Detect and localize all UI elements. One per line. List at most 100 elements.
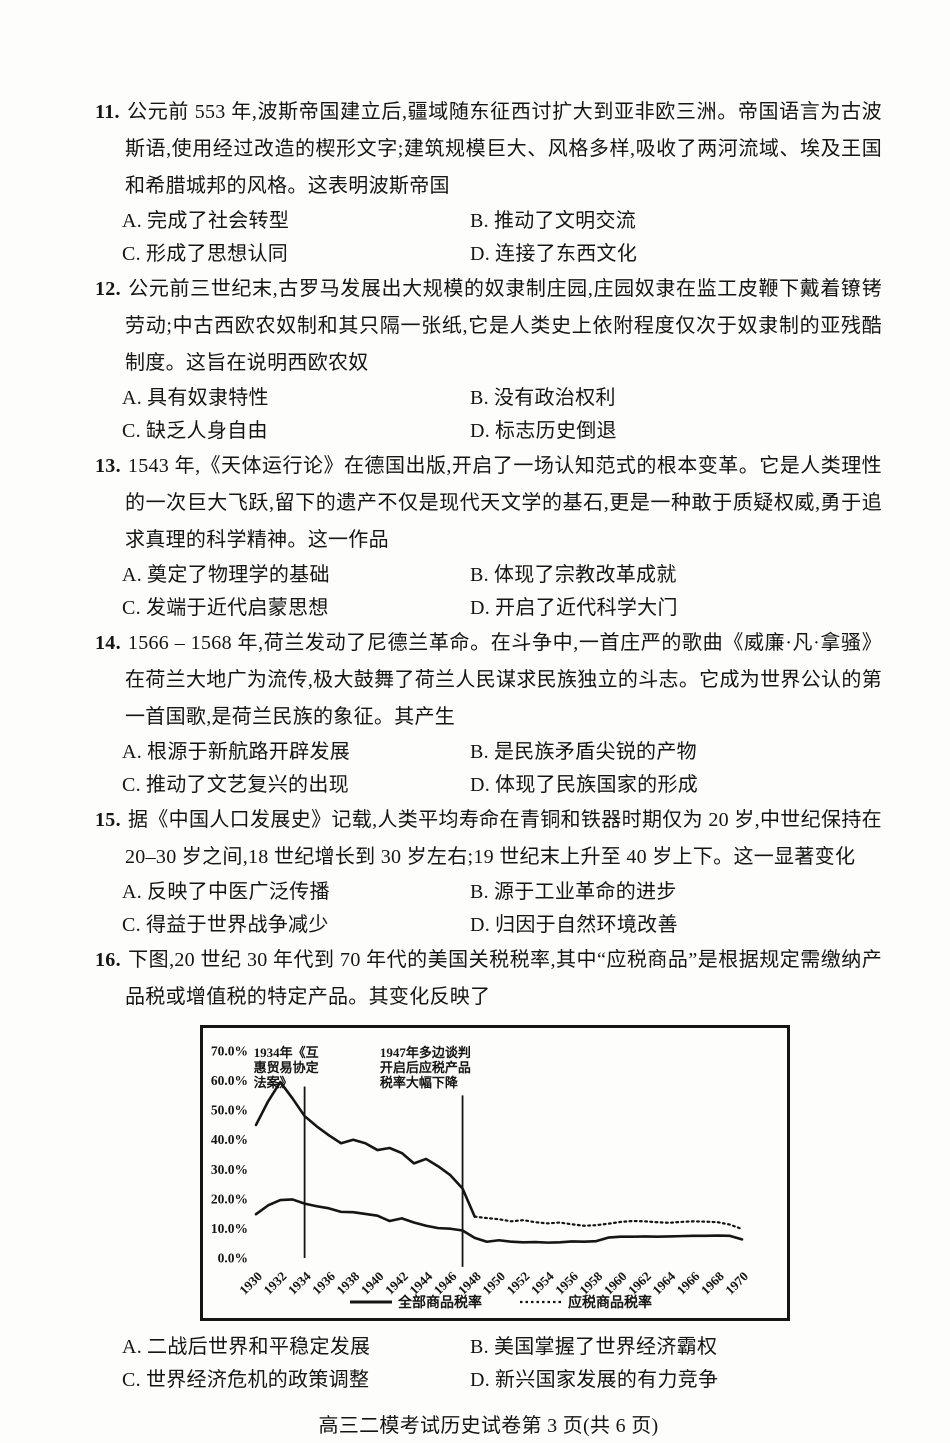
option-text: 没有政治权利: [493, 387, 616, 409]
option-label: A.: [122, 1336, 143, 1358]
option-text: 归因于自然环境改善: [495, 914, 678, 936]
question-stem-text: 公元前 553 年,波斯帝国建立后,疆域随东征西讨扩大到亚非欧三洲。帝国语言为古…: [125, 101, 882, 197]
option-label: C.: [122, 597, 141, 619]
option-text: 开启了近代科学大门: [495, 597, 678, 619]
option-c: C. 推动了文艺复兴的出现: [122, 769, 470, 802]
option-a: A. 根源于新航路开辟发展: [122, 736, 470, 769]
option-c: C. 发端于近代启蒙思想: [122, 592, 470, 625]
option-label: B.: [470, 564, 489, 586]
option-text: 源于工业革命的进步: [493, 881, 677, 903]
svg-text:1956: 1956: [552, 1268, 581, 1297]
option-a: A. 具有奴隶特性: [122, 382, 470, 415]
question-stem: 12. 公元前三世纪末,古罗马发展出大规模的奴隶制庄园,庄园奴隶在监工皮鞭下戴着镣…: [95, 271, 882, 382]
question-options: A. 完成了社会转型 B. 推动了文明交流 C. 形成了思想认同 D. 连接了东西文化: [95, 205, 882, 271]
option-label: C.: [122, 1369, 141, 1391]
option-d: D. 开启了近代科学大门: [470, 592, 678, 625]
option-row: A. 二战后世界和平稳定发展 B. 美国掌握了世界经济霸权: [122, 1331, 882, 1364]
option-text: 缺乏人身自由: [145, 420, 268, 442]
option-text: 奠定了物理学的基础: [147, 564, 330, 586]
option-text: 是民族矛盾尖锐的产物: [493, 741, 697, 763]
option-text: 世界经济危机的政策调整: [145, 1369, 370, 1391]
svg-text:1958: 1958: [576, 1268, 605, 1297]
option-row: C. 发端于近代启蒙思想 D. 开启了近代科学大门: [122, 592, 882, 625]
question-options: A. 根源于新航路开辟发展 B. 是民族矛盾尖锐的产物 C. 推动了文艺复兴的出现 D…: [95, 736, 882, 802]
page-footer: 高三二模考试历史试卷第 3 页(共 6 页): [318, 1415, 659, 1437]
svg-text:10.0%: 10.0%: [211, 1221, 248, 1236]
option-label: B.: [470, 881, 489, 903]
option-text: 具有奴隶特性: [147, 387, 269, 409]
option-text: 体现了民族国家的形成: [495, 774, 699, 796]
option-label: A.: [122, 210, 143, 232]
svg-text:1940: 1940: [358, 1269, 387, 1298]
option-label: D.: [470, 243, 491, 265]
option-label: A.: [122, 564, 143, 586]
option-label: B.: [470, 210, 489, 232]
option-row: C. 得益于世界战争减少 D. 归因于自然环境改善: [122, 909, 882, 942]
option-label: C.: [122, 774, 141, 796]
option-row: A. 反映了中医广泛传播 B. 源于工业革命的进步: [122, 876, 882, 909]
question-options: A. 具有奴隶特性 B. 没有政治权利 C. 缺乏人身自由 D. 标志历史倒退: [95, 382, 882, 448]
question-stem: 16. 下图,20 世纪 30 年代到 70 年代的美国关税税率,其中“应税商品”…: [95, 942, 882, 1016]
svg-text:开启后应税产品: 开启后应税产品: [380, 1060, 471, 1075]
option-b: B. 体现了宗教改革成就: [470, 559, 677, 592]
svg-text:法案》: 法案》: [254, 1075, 293, 1090]
option-text: 根源于新航路开辟发展: [147, 741, 351, 763]
svg-text:1936: 1936: [309, 1268, 338, 1297]
svg-text:1932: 1932: [260, 1269, 289, 1298]
svg-text:1970: 1970: [722, 1269, 751, 1298]
option-label: C.: [122, 420, 141, 442]
question-options: A. 奠定了物理学的基础 B. 体现了宗教改革成就 C. 发端于近代启蒙思想 D. 开启…: [95, 559, 882, 625]
question-stem: 14. 1566 – 1568 年,荷兰发动了尼德兰革命。在斗争中,一首庄严的歌曲…: [95, 625, 882, 736]
option-c: C. 缺乏人身自由: [122, 415, 470, 448]
svg-text:1962: 1962: [625, 1269, 654, 1298]
svg-text:全部商品税率: 全部商品税率: [397, 1294, 482, 1311]
option-row: C. 世界经济危机的政策调整 D. 新兴国家发展的有力竞争: [122, 1364, 882, 1397]
tariff-chart: 70.0% 60.0% 50.0% 40.0% 30.0% 20.0% 10.0% 0.0% 1…: [200, 1025, 790, 1326]
option-label: B.: [470, 1336, 489, 1358]
question-number: 16.: [95, 949, 121, 971]
tariff-chart-svg: 70.0% 60.0% 50.0% 40.0% 30.0% 20.0% 10.0% 0.0% 1…: [200, 1025, 790, 1321]
option-a: A. 完成了社会转型: [122, 205, 470, 238]
question-options: A. 二战后世界和平稳定发展 B. 美国掌握了世界经济霸权 C. 世界经济危机的政策调…: [95, 1331, 882, 1397]
question-14: 14. 1566 – 1568 年,荷兰发动了尼德兰革命。在斗争中,一首庄严的歌曲…: [95, 625, 882, 802]
option-text: 二战后世界和平稳定发展: [147, 1336, 371, 1358]
option-label: D.: [470, 774, 491, 796]
question-stem: 13. 1543 年,《天体运行论》在德国出版,开启了一场认知范式的根本变革。它是…: [95, 448, 882, 559]
svg-text:1960: 1960: [601, 1269, 630, 1298]
option-row: C. 推动了文艺复兴的出现 D. 体现了民族国家的形成: [122, 769, 882, 802]
svg-text:1966: 1966: [674, 1268, 703, 1297]
option-c: C. 世界经济危机的政策调整: [122, 1364, 470, 1397]
question-stem-text: 据《中国人口发展史》记载,人类平均寿命在青铜和铁器时期仅为 20 岁,中世纪保持…: [125, 809, 882, 868]
svg-text:1938: 1938: [333, 1268, 362, 1297]
svg-text:1942: 1942: [382, 1269, 411, 1298]
option-b: B. 推动了文明交流: [470, 205, 636, 238]
option-row: C. 形成了思想认同 D. 连接了东西文化: [122, 238, 882, 271]
svg-text:1947年多边谈判: 1947年多边谈判: [380, 1045, 471, 1060]
svg-text:1930: 1930: [236, 1269, 265, 1298]
option-c: C. 形成了思想认同: [122, 238, 470, 271]
option-text: 完成了社会转型: [147, 210, 290, 232]
svg-text:1934年《互: 1934年《互: [254, 1045, 319, 1060]
svg-text:1934: 1934: [285, 1268, 314, 1297]
svg-text:1944: 1944: [406, 1268, 435, 1297]
svg-text:1948: 1948: [455, 1268, 484, 1297]
option-text: 反映了中医广泛传播: [147, 881, 330, 903]
option-d: D. 归因于自然环境改善: [470, 909, 678, 942]
svg-text:应税商品税率: 应税商品税率: [568, 1294, 652, 1311]
option-c: C. 得益于世界战争减少: [122, 909, 470, 942]
question-stem-text: 公元前三世纪末,古罗马发展出大规模的奴隶制庄园,庄园奴隶在监工皮鞭下戴着镣铐劳动…: [125, 278, 882, 374]
option-text: 体现了宗教改革成就: [493, 564, 677, 586]
option-label: D.: [470, 420, 491, 442]
svg-text:60.0%: 60.0%: [211, 1073, 248, 1088]
question-12: 12. 公元前三世纪末,古罗马发展出大规模的奴隶制庄园,庄园奴隶在监工皮鞭下戴着镣…: [95, 271, 882, 448]
question-number: 15.: [95, 809, 121, 831]
question-stem-text: 下图,20 世纪 30 年代到 70 年代的美国关税税率,其中“应税商品”是根据…: [125, 949, 882, 1008]
question-11: 11. 公元前 553 年,波斯帝国建立后,疆域随东征西讨扩大到亚非欧三洲。帝国语…: [95, 94, 882, 271]
option-d: D. 体现了民族国家的形成: [470, 769, 698, 802]
option-label: A.: [122, 881, 143, 903]
question-number: 13.: [95, 455, 121, 477]
svg-text:1952: 1952: [503, 1269, 532, 1298]
option-text: 推动了文明交流: [493, 210, 637, 232]
option-text: 新兴国家发展的有力竞争: [495, 1369, 719, 1391]
